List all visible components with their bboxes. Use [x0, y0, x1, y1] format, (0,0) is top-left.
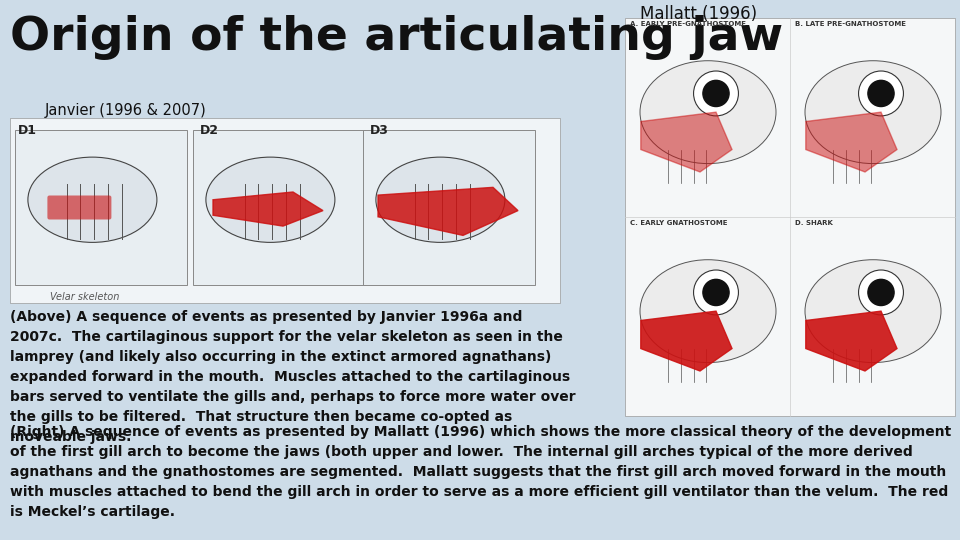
Ellipse shape: [805, 260, 941, 362]
Text: Origin of the articulating jaw: Origin of the articulating jaw: [10, 15, 783, 60]
Polygon shape: [805, 112, 897, 172]
Bar: [15, 130, 187, 285]
Text: (Above) A sequence of events as presented by Janvier 1996a and
2007c.  The carti: (Above) A sequence of events as presente…: [10, 310, 576, 444]
Text: D3: D3: [370, 124, 389, 137]
Circle shape: [858, 270, 903, 315]
Ellipse shape: [640, 260, 776, 362]
Ellipse shape: [805, 60, 941, 164]
Circle shape: [693, 270, 738, 315]
Text: Velar skeleton: Velar skeleton: [50, 292, 119, 302]
Text: Janvier (1996 & 2007): Janvier (1996 & 2007): [45, 103, 206, 118]
Text: B. LATE PRE-GNATHOSTOME: B. LATE PRE-GNATHOSTOME: [795, 21, 906, 27]
Circle shape: [693, 71, 738, 116]
Circle shape: [703, 80, 729, 106]
Ellipse shape: [28, 157, 156, 242]
Bar: [625, 18, 955, 416]
Text: C. EARLY GNATHOSTOME: C. EARLY GNATHOSTOME: [630, 220, 728, 226]
Polygon shape: [213, 192, 323, 226]
Ellipse shape: [640, 60, 776, 164]
Polygon shape: [805, 311, 897, 371]
Text: Mallatt (1996): Mallatt (1996): [640, 5, 757, 23]
Bar: [193, 130, 365, 285]
Text: D2: D2: [200, 124, 219, 137]
Text: D1: D1: [18, 124, 37, 137]
Ellipse shape: [205, 157, 335, 242]
Text: (Right) A sequence of events as presented by Mallatt (1996) which shows the more: (Right) A sequence of events as presente…: [10, 425, 951, 519]
FancyBboxPatch shape: [47, 195, 111, 219]
Circle shape: [868, 279, 894, 306]
Circle shape: [703, 279, 729, 306]
Circle shape: [858, 71, 903, 116]
Polygon shape: [378, 187, 518, 235]
Polygon shape: [641, 311, 732, 371]
Circle shape: [868, 80, 894, 106]
Bar: [363, 130, 535, 285]
Bar: [10, 118, 560, 303]
Ellipse shape: [376, 157, 505, 242]
Polygon shape: [641, 112, 732, 172]
Text: D. SHARK: D. SHARK: [795, 220, 833, 226]
Text: A. EARLY PRE-GNATHOSTOME: A. EARLY PRE-GNATHOSTOME: [630, 21, 746, 27]
